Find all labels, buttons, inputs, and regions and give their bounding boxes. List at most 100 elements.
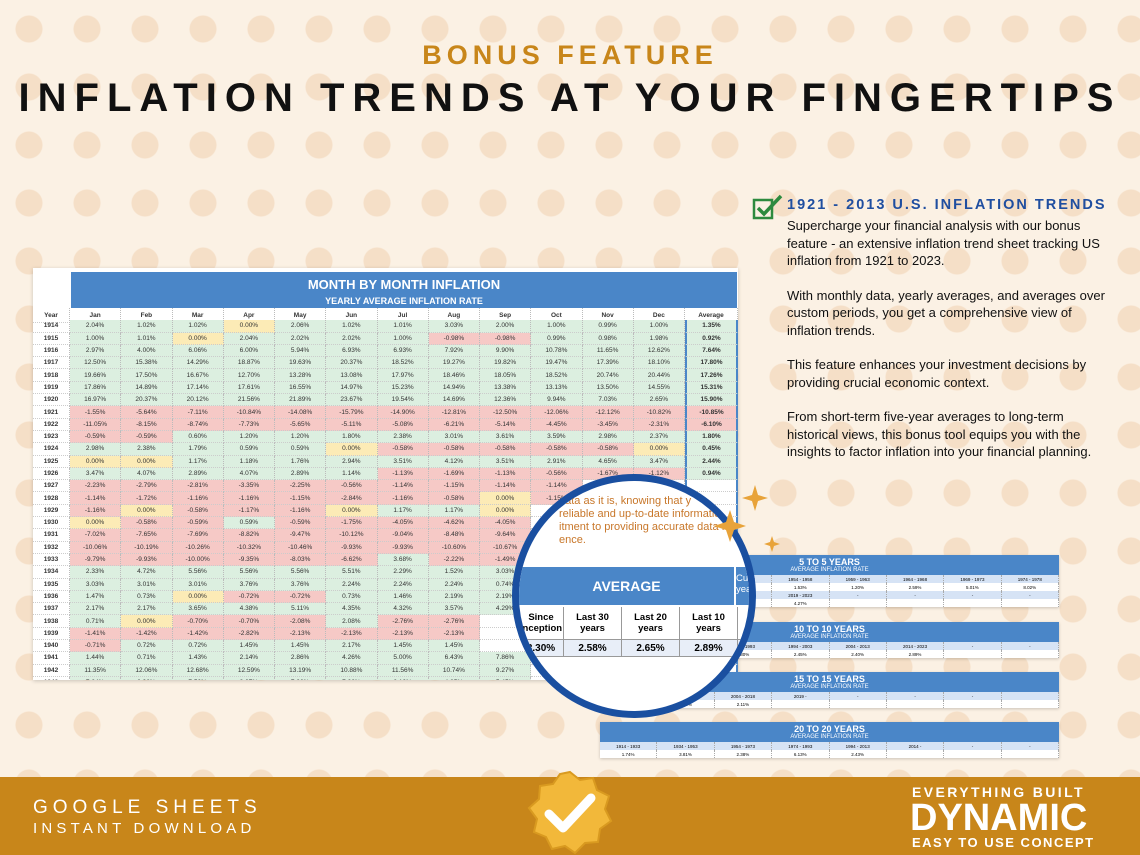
rate-cell: -14.90% [377,406,429,419]
rate-cell: -0.72% [275,590,327,604]
mini-cell: 1959 - 1963 [830,575,887,583]
rate-cell: -2.13% [275,627,327,641]
mini-cell [1002,599,1059,607]
rate-cell: 4.26% [326,652,378,665]
rate-cell: 12.50% [70,357,122,370]
rate-cell: 3.01% [121,578,173,591]
rate-cell: -0.72% [223,590,275,604]
rate-cell: -1.42% [172,627,224,641]
rate-cell: 3.03% [428,320,480,333]
rate-cell: 7.64% [685,344,738,358]
rate-cell: 17.86% [70,381,122,395]
rate-cell: -1.69% [428,467,480,481]
rate-cell: -0.59% [172,517,224,530]
rate-cell: -1.42% [121,627,173,641]
rate-cell: 12.06% [121,664,173,677]
mini-title: 20 TO 20 YEARS [794,724,865,734]
rate-cell: 3.65% [172,603,224,616]
rate-cell: 5.94% [275,344,327,358]
rate-cell: 1.45% [428,640,480,653]
footer-text: EVERYTHING BUILT [912,784,1085,800]
rate-cell: 0.00% [480,492,532,505]
rate-cell: -9.64% [480,529,532,542]
rate-cell: -8.48% [428,529,480,542]
rate-cell: 7.03% [582,394,634,407]
rate-cell: -11.05% [70,418,122,431]
rate-cell: -1.13% [480,467,532,481]
year-cell: 1925 [33,455,70,468]
rate-cell: 4.00% [121,344,173,358]
rate-cell: -6.62% [326,553,378,567]
mini-cell: 1.53% [772,583,830,591]
rate-cell: 1.52% [428,566,480,579]
rate-cell: 13.19% [275,664,327,677]
rate-cell: 15.90% [685,394,738,407]
rate-cell: 0.71% [70,615,122,628]
mini-cell [887,599,945,607]
note-line: reliable and up-to-date informatio [559,508,721,520]
footer-text: DYNAMIC [910,797,1088,839]
rate-cell: -0.98% [428,332,480,345]
rate-cell: 0.72% [172,640,224,653]
rate-cell: 1.00% [531,320,583,333]
rate-cell: 1.44% [70,652,122,665]
rate-cell: 2.02% [326,332,378,345]
year-cell: 1933 [33,553,70,567]
rate-cell: 3.01% [428,430,480,444]
mini-cell [772,700,830,708]
rate-cell: 3.47% [633,455,685,468]
table-grid: Year Jan Feb Mar Apr May Jun Jul Aug Sep Oct Nov Dec… [33,308,738,680]
footer-text: EASY TO USE CONCEPT [912,835,1095,850]
sparkles [714,485,780,552]
rate-cell: 21.89% [275,394,327,407]
rate-cell: -5.08% [377,418,429,431]
rate-cell: -9.47% [275,529,327,542]
rate-cell: 3.51% [377,455,429,468]
year-cell: 1937 [33,603,70,616]
rate-cell: 16.55% [275,381,327,395]
rate-cell: 2.38% [121,443,173,456]
mini-cell [887,700,945,708]
rate-cell: 5.56% [275,566,327,579]
mini-cell: 2.43% [830,750,887,758]
rate-cell: 1.17% [377,504,429,518]
year-cell: 1935 [33,578,70,591]
rate-cell: -12.12% [582,406,634,419]
rate-cell: 1.45% [223,640,275,653]
year-cell: 1943 [33,676,70,680]
rate-cell: 4.65% [582,455,634,468]
year-cell: 1938 [33,615,70,628]
rate-cell: -2.82% [223,627,275,641]
mini-cell: 1974 - 1993 [772,742,830,750]
rate-cell: 4.72% [121,566,173,579]
rate-cell: -10.00% [172,553,224,567]
mini-header: 20 TO 20 YEARS AVERAGE INFLATION RATE [600,722,1059,742]
rate-cell: 11.56% [377,664,429,677]
rate-cell: 16.67% [172,369,224,382]
rate-cell: 1.00% [70,332,122,345]
info-paragraph: Supercharge your financial analysis with… [787,218,1100,268]
rate-cell: 6.96% [121,676,173,680]
column-header: Year [33,308,70,323]
mini-cell [1002,650,1059,658]
rate-cell: 20.12% [172,394,224,407]
mini-cell: - [944,742,1002,750]
rate-cell: 1.02% [326,320,378,333]
rate-cell: 1.35% [685,320,738,333]
mini-cell: 6.13% [772,750,830,758]
rate-cell: 18.10% [633,357,685,370]
rate-cell: 17.50% [121,369,173,382]
rate-cell: -2.84% [326,492,378,505]
rate-cell: 18.52% [377,357,429,370]
rate-cell: 11.65% [582,344,634,358]
rate-cell: 7.36% [326,676,378,680]
rate-cell: 6.06% [172,344,224,358]
rate-cell: 4.35% [326,603,378,616]
rate-cell: -2.79% [121,480,173,493]
rate-cell: 13.28% [275,369,327,382]
rate-cell: 11.35% [70,664,122,677]
rate-cell: 14.89% [121,381,173,395]
rate-cell: 0.94% [685,467,738,481]
rate-cell: 2.14% [223,652,275,665]
magnifier: data as it is, knowing that y reliable a… [512,474,756,718]
